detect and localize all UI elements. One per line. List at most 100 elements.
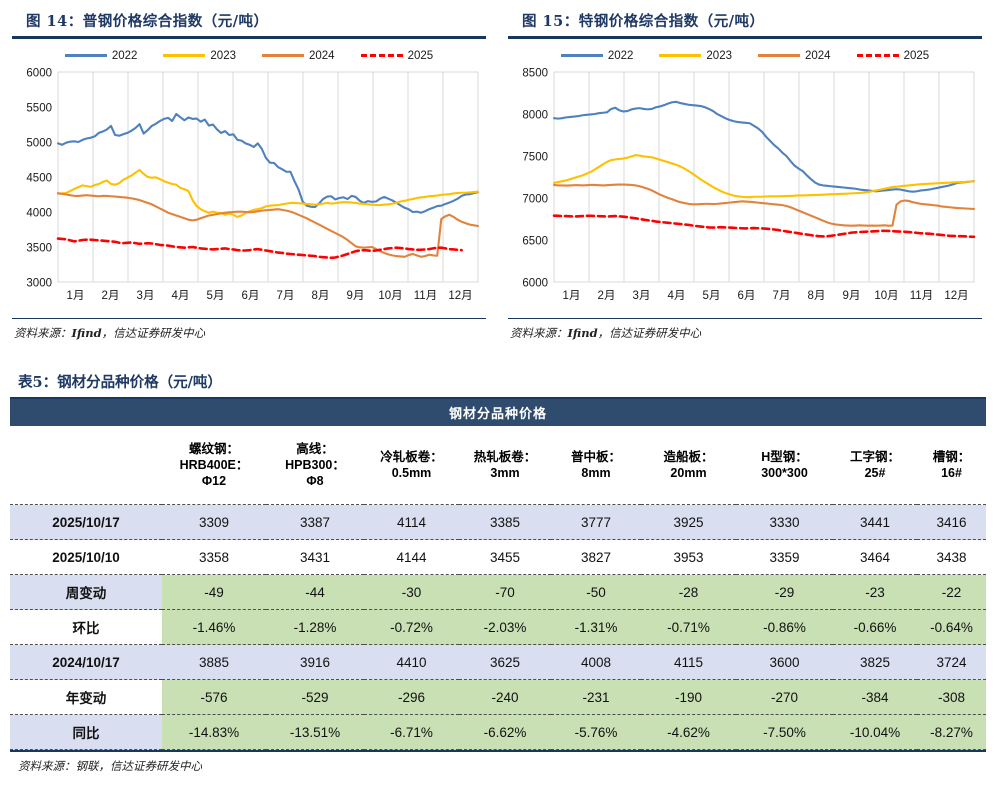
table-cell: -0.66% xyxy=(833,609,917,646)
steel-price-table: 钢材分品种价格 螺纹钢： HRB400E： Φ12 高线： HPB300： Φ8 冷轧板卷： 0… xyxy=(10,399,987,751)
svg-text:6月: 6月 xyxy=(738,290,756,302)
header-line: 300*300 xyxy=(761,466,808,481)
figure-14-plot: 3000 3500 4000 4500 5000 5500 6000 1月 2月 3月 4月 5月 6月… xyxy=(12,66,486,316)
svg-text:12月: 12月 xyxy=(944,290,968,302)
figures-row: 图 14：普钢价格综合指数（元/吨） 2022 2023 2024 2025 3… xyxy=(0,0,996,341)
figure-14-source-rule xyxy=(12,317,486,320)
header-line: 普中板： xyxy=(570,450,621,465)
table-cell: -240 xyxy=(459,679,551,716)
series-line-2023 xyxy=(552,153,976,198)
row-label: 2024/10/17 xyxy=(10,644,162,681)
series-line-2022 xyxy=(552,100,976,193)
figure-15-source-tail: ，信达证券研发中心 xyxy=(597,326,702,341)
row-label: 同比 xyxy=(10,714,162,751)
table-cell: 3385 xyxy=(459,504,551,541)
header-line: H型钢： xyxy=(761,450,808,465)
table-cell: -6.62% xyxy=(459,714,551,751)
legend-swatch-2025 xyxy=(856,54,899,57)
svg-text:1月: 1月 xyxy=(563,290,581,302)
series-line-2024 xyxy=(552,183,976,227)
table-cell: -576 xyxy=(162,679,266,716)
figure-14-source: 资料来源：Ifind，信达证券研发中心 xyxy=(12,319,486,341)
header-line: 冷轧板卷： xyxy=(380,450,443,465)
series-line-2024 xyxy=(56,191,480,258)
table-cell: -7.50% xyxy=(736,714,833,751)
table-cell: 3438 xyxy=(917,539,987,576)
legend-label-2022: 2022 xyxy=(607,49,634,62)
table-band-label: 钢材分品种价格 xyxy=(10,399,987,427)
header-line: Φ8 xyxy=(306,474,324,489)
table-cell: 4144 xyxy=(364,539,459,576)
legend-swatch-2023 xyxy=(163,54,206,57)
header-line: HRB400E： xyxy=(179,458,249,473)
header-line: 高线： xyxy=(296,442,334,457)
legend-swatch-2024 xyxy=(262,54,304,57)
table-source-provider: 钢联 xyxy=(75,758,99,773)
svg-text:9月: 9月 xyxy=(347,290,365,302)
table-block: 表5：钢材分品种价格（元/吨） 钢材分品种价格 螺纹钢： HRB400E： Φ12 高线… xyxy=(0,341,996,774)
header-line: 25# xyxy=(864,466,886,481)
series-line-2025 xyxy=(552,213,976,238)
table-cell: 3431 xyxy=(266,539,364,576)
row-label: 周变动 xyxy=(10,574,162,611)
header-line: 造船板： xyxy=(663,450,714,465)
legend-label-2025: 2025 xyxy=(903,49,930,62)
figure-15-source-label: 资料来源： xyxy=(510,326,568,341)
svg-text:4月: 4月 xyxy=(668,290,686,302)
svg-text:6500: 6500 xyxy=(522,235,548,247)
table-cell: 4114 xyxy=(364,504,459,541)
figure-14: 图 14：普钢价格综合指数（元/吨） 2022 2023 2024 2025 3… xyxy=(12,6,486,341)
figure-14-legend: 2022 2023 2024 2025 xyxy=(12,43,486,66)
legend-label-2022: 2022 xyxy=(111,49,138,62)
header-line: Φ12 xyxy=(201,474,227,489)
svg-text:5000: 5000 xyxy=(26,137,52,149)
legend-item-2024: 2024 xyxy=(262,50,335,62)
table-cell: 3455 xyxy=(459,539,551,576)
table-source-label: 资料来源： xyxy=(18,758,76,773)
series-line-2025 xyxy=(56,236,463,259)
legend-item-2025: 2025 xyxy=(856,49,930,62)
svg-text:7月: 7月 xyxy=(277,290,295,302)
table-header-row: 螺纹钢： HRB400E： Φ12 高线： HPB300： Φ8 冷轧板卷： 0.5mm 热轧板… xyxy=(10,426,987,506)
svg-text:5月: 5月 xyxy=(703,290,721,302)
legend-label-2023: 2023 xyxy=(706,49,732,62)
table-source-tail: ，信达证券研发中心 xyxy=(98,758,203,773)
legend-item-2023: 2023 xyxy=(659,50,732,62)
table-cell: -28 xyxy=(641,574,736,611)
table-cell: -44 xyxy=(266,574,364,611)
svg-text:7500: 7500 xyxy=(522,151,548,163)
table-cell: -1.28% xyxy=(266,609,364,646)
table-cell: -29 xyxy=(736,574,833,611)
figure-15-source-rule xyxy=(508,317,982,320)
svg-text:8500: 8500 xyxy=(522,67,548,79)
table-cell: 3625 xyxy=(459,644,551,681)
table-cell: -384 xyxy=(833,679,917,716)
legend-label-2024: 2024 xyxy=(309,49,335,62)
table-cell: -14.83% xyxy=(162,714,266,751)
table-cell: 3309 xyxy=(162,504,266,541)
row-label: 年变动 xyxy=(10,679,162,716)
figure-14-source-provider: Ifind xyxy=(71,326,102,341)
svg-text:6月: 6月 xyxy=(242,290,260,302)
table-cell: 3441 xyxy=(833,504,917,541)
legend-swatch-2022 xyxy=(64,54,107,57)
figure-15-source-provider: Ifind xyxy=(567,326,598,341)
legend-item-2023: 2023 xyxy=(163,50,236,62)
table-cell: -30 xyxy=(364,574,459,611)
table-cell: -6.71% xyxy=(364,714,459,751)
series-line-2023 xyxy=(56,168,480,218)
row-label: 2025/10/17 xyxy=(10,504,162,541)
table-cell: -231 xyxy=(551,679,641,716)
table-header-col-1: 螺纹钢： HRB400E： Φ12 xyxy=(162,426,266,506)
header-line: 3mm xyxy=(490,466,520,481)
row-label: 环比 xyxy=(10,609,162,646)
svg-text:11月: 11月 xyxy=(910,290,933,302)
series-line-2022 xyxy=(56,112,480,214)
figure-15-title-rule xyxy=(508,36,982,39)
svg-text:4000: 4000 xyxy=(26,207,52,219)
header-line: 螺纹钢： xyxy=(188,442,239,457)
table-cell: 3827 xyxy=(551,539,641,576)
table-row: 同比 -14.83% -13.51% -6.71% -6.62% -5.76% -4.62%… xyxy=(10,714,987,751)
svg-text:3500: 3500 xyxy=(26,242,52,254)
header-line: 槽钢： xyxy=(932,450,971,465)
